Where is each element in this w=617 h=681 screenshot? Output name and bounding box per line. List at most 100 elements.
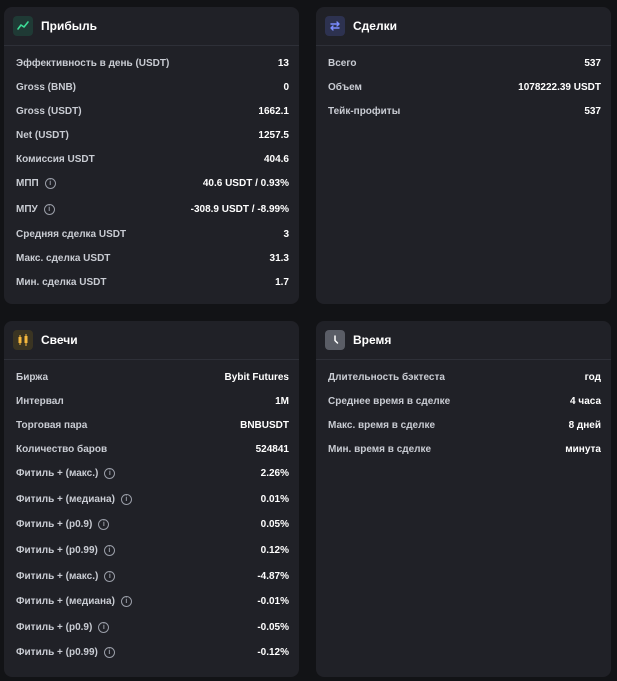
row-label: Биржа (16, 371, 49, 383)
candles-card-header: Свечи (4, 321, 299, 360)
row-label: Фитиль + (p0.99) i (16, 647, 115, 659)
candles-list: Биржа Bybit Futures Интервал 1M Торговая п… (4, 360, 299, 666)
profit-row-gross-usdt: Gross (USDT) 1662.1 (4, 99, 299, 123)
row-label-text: МПП (16, 178, 39, 190)
time-row-min-time: Мин. время в сделке минута (316, 437, 611, 461)
profit-row-gross-bnb: Gross (BNB) 0 (4, 75, 299, 99)
row-label: Мин. время в сделке (328, 443, 432, 455)
time-row-backtest-duration: Длительность бэктеста год (316, 365, 611, 389)
row-label: МПП i (16, 178, 56, 190)
time-row-max-time: Макс. время в сделке 8 дней (316, 413, 611, 437)
row-value: 537 (584, 57, 601, 69)
profit-row-commission: Комиссия USDT 404.6 (4, 147, 299, 171)
row-value: 1257.5 (258, 129, 289, 141)
row-label: Фитиль + (p0.9) i (16, 621, 110, 633)
row-value: BNBUSDT (240, 419, 289, 431)
row-label: Объем (328, 81, 362, 93)
profit-card-header: Прибыль (4, 7, 299, 46)
row-label: Тейк-профиты (328, 105, 401, 117)
candles-row-interval: Интервал 1M (4, 389, 299, 413)
row-label: Gross (USDT) (16, 105, 82, 117)
info-icon[interactable]: i (104, 570, 116, 582)
candles-card-title: Свечи (41, 333, 78, 347)
deals-row-volume: Объем 1078222.39 USDT (316, 75, 611, 99)
row-label: МПУ i (16, 203, 55, 215)
profit-card-title: Прибыль (41, 19, 97, 33)
row-value: -0.12% (257, 647, 289, 659)
candles-row-bar-count: Количество баров 524841 (4, 437, 299, 461)
row-label: Фитиль + (p0.99) i (16, 545, 115, 557)
info-icon[interactable]: i (44, 178, 56, 190)
row-value: 0 (283, 81, 289, 93)
swap-arrows-icon (325, 16, 345, 36)
info-icon[interactable]: i (104, 468, 116, 480)
row-label: Макс. время в сделке (328, 419, 436, 431)
profit-row-avg-deal: Средняя сделка USDT 3 (4, 222, 299, 246)
candles-row-wick-up-p09: Фитиль + (p0.9) i 0.05% (4, 512, 299, 538)
deals-row-take-profits: Тейк-профиты 537 (316, 99, 611, 123)
info-icon[interactable]: i (98, 621, 110, 633)
candles-row-wick-down-p099: Фитиль + (p0.99) i -0.12% (4, 640, 299, 666)
row-label-text: Фитиль + (макс.) (16, 468, 99, 480)
row-value: 537 (584, 105, 601, 117)
clock-icon (325, 330, 345, 350)
row-label: Торговая пара (16, 419, 88, 431)
row-value: 1078222.39 USDT (518, 81, 601, 93)
profit-row-max-deal: Макс. сделка USDT 31.3 (4, 246, 299, 270)
row-value: 404.6 (263, 153, 289, 165)
row-value: Bybit Futures (224, 371, 289, 383)
candles-row-pair: Торговая пара BNBUSDT (4, 413, 299, 437)
time-list: Длительность бэктеста год Среднее время в… (316, 360, 611, 461)
row-value: 31.3 (269, 252, 289, 264)
deals-card-title: Сделки (353, 19, 397, 33)
row-value: минута (565, 443, 601, 455)
row-label-text: Фитиль + (медиана) (16, 493, 115, 505)
row-value: 13 (277, 57, 289, 69)
row-value: 0.01% (260, 493, 289, 505)
row-value: 1M (275, 395, 289, 407)
row-label: Фитиль + (макс.) i (16, 570, 116, 582)
deals-row-total: Всего 537 (316, 51, 611, 75)
profit-row-net-usdt: Net (USDT) 1257.5 (4, 123, 299, 147)
row-label-text: Фитиль + (p0.9) (16, 621, 93, 633)
row-label: Макс. сделка USDT (16, 252, 111, 264)
row-value: 0.05% (260, 519, 289, 531)
info-icon[interactable]: i (103, 545, 115, 557)
profit-row-mpp: МПП i 40.6 USDT / 0.93% (4, 171, 299, 197)
row-value: 8 дней (568, 419, 601, 431)
candles-card: Свечи Биржа Bybit Futures Интервал 1M Торг… (4, 321, 299, 677)
row-label: Средняя сделка USDT (16, 228, 127, 240)
deals-list: Всего 537 Объем 1078222.39 USDT Тейк-профи… (316, 46, 611, 123)
row-value: -4.87% (257, 570, 289, 582)
info-icon[interactable]: i (98, 519, 110, 531)
row-label: Длительность бэктеста (328, 371, 445, 383)
info-icon[interactable]: i (120, 596, 132, 608)
row-label: Фитиль + (p0.9) i (16, 519, 110, 531)
row-label-text: Фитиль + (макс.) (16, 570, 99, 582)
row-value: год (584, 371, 601, 383)
candles-row-wick-down-max: Фитиль + (макс.) i -4.87% (4, 563, 299, 589)
candles-row-wick-up-max: Фитиль + (макс.) i 2.26% (4, 461, 299, 487)
row-label: Фитиль + (медиана) i (16, 596, 132, 608)
info-icon[interactable]: i (120, 493, 132, 505)
candles-row-wick-down-p09: Фитиль + (p0.9) i -0.05% (4, 615, 299, 641)
time-card-header: Время (316, 321, 611, 360)
time-row-avg-time: Среднее время в сделке 4 часа (316, 389, 611, 413)
row-value: -0.01% (257, 596, 289, 608)
row-value: 1662.1 (258, 105, 289, 117)
info-icon[interactable]: i (103, 647, 115, 659)
profit-row-daily-efficiency: Эффективность в день (USDT) 13 (4, 51, 299, 75)
profit-row-min-deal: Мин. сделка USDT 1.7 (4, 270, 299, 294)
deals-card: Сделки Всего 537 Объем 1078222.39 USDT Тей… (316, 7, 611, 304)
row-value: 3 (283, 228, 289, 240)
row-value: 2.26% (260, 468, 289, 480)
info-icon[interactable]: i (43, 203, 55, 215)
candles-row-wick-down-median: Фитиль + (медиана) i -0.01% (4, 589, 299, 615)
candles-row-wick-up-median: Фитиль + (медиана) i 0.01% (4, 487, 299, 513)
row-label-text: Фитиль + (медиана) (16, 596, 115, 608)
candlestick-icon (13, 330, 33, 350)
row-value: 40.6 USDT / 0.93% (202, 178, 289, 190)
time-card: Время Длительность бэктеста год Среднее в… (316, 321, 611, 677)
trend-line-icon (13, 16, 33, 36)
profit-card: Прибыль Эффективность в день (USDT) 13 Gr… (4, 7, 299, 304)
